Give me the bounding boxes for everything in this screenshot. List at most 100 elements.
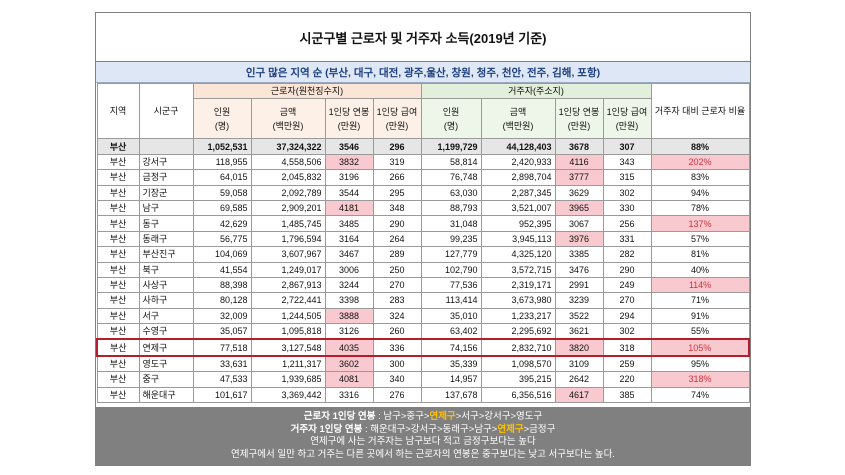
cell-home-amount: 3,572,715 <box>480 261 556 278</box>
table-row: 부산 수영구 35,057 1,095,818 3126 260 63,402 2,295,6… <box>96 323 750 340</box>
cell-district: 동래구 <box>138 230 194 248</box>
cell-home-monthly: 330 <box>602 199 652 217</box>
cell-work-annual: 3602 <box>324 355 374 373</box>
summary-line-resident: 거주자 1인당 연봉 : 해운대구>강서구>동래구>남구>연제구>금정구 <box>96 424 750 437</box>
cell-ratio: 71% <box>650 292 750 309</box>
cell-ratio: 91% <box>650 307 750 325</box>
header-ratio: 거주자 대비 근로자 비율 <box>650 82 750 140</box>
cell-home-people: 137,678 <box>420 386 482 404</box>
cell-home-annual: 2642 <box>554 371 604 388</box>
cell-district <box>138 138 194 155</box>
cell-district: 사상구 <box>138 276 194 294</box>
cell-work-monthly: 250 <box>372 261 422 278</box>
cell-home-people: 58,814 <box>420 153 482 171</box>
table-row: 부산 부산진구 104,069 3,607,967 3467 289 127,779 4,32… <box>96 246 750 263</box>
cell-work-people: 56,775 <box>192 230 252 248</box>
cell-region: 부산 <box>96 261 140 278</box>
cell-home-monthly: 343 <box>602 153 652 171</box>
cell-home-people: 35,010 <box>420 307 482 325</box>
summary-text: : 남구>중구> <box>375 411 430 422</box>
table-row: 부산 영도구 33,631 1,211,317 3602 300 35,339 1,098,5… <box>96 355 750 373</box>
cell-home-monthly: 282 <box>602 246 652 263</box>
cell-home-people: 76,748 <box>420 169 482 186</box>
cell-home-amount: 395,215 <box>480 371 556 388</box>
cell-work-monthly: 260 <box>372 323 422 340</box>
cell-work-annual: 4035 <box>324 338 374 357</box>
cell-home-people: 99,235 <box>420 230 482 248</box>
header-home-monthly: 1인당 급여 (만원) <box>602 98 652 140</box>
cell-region: 부산 <box>96 138 140 155</box>
cell-work-people: 118,955 <box>192 153 252 171</box>
cell-work-people: 104,069 <box>192 246 252 263</box>
cell-home-monthly: 290 <box>602 261 652 278</box>
header-col-line2: (만원) <box>567 120 591 131</box>
cell-work-people: 41,554 <box>192 261 252 278</box>
total-row: 부산 1,052,531 37,324,322 3546 296 1,199,7… <box>96 138 750 155</box>
header-col-line2: (명) <box>443 120 459 131</box>
cell-region: 부산 <box>96 338 140 357</box>
cell-home-annual: 3820 <box>554 338 604 357</box>
cell-district: 동구 <box>138 215 194 232</box>
cell-region: 부산 <box>96 230 140 248</box>
cell-work-annual: 3196 <box>324 169 374 186</box>
summary-line-note-1: 연제구에 사는 거주자는 남구보다 적고 금정구보다는 높다 <box>310 436 536 447</box>
cell-ratio: 40% <box>650 261 750 278</box>
cell-ratio: 57% <box>650 230 750 248</box>
cell-home-monthly: 331 <box>602 230 652 248</box>
cell-home-monthly: 259 <box>602 355 652 373</box>
cell-home-amount: 2,319,171 <box>480 276 556 294</box>
summary-label: 거주자 1인당 연봉 <box>290 423 363 435</box>
cell-work-people: 35,057 <box>192 323 252 340</box>
cell-ratio: 74% <box>650 386 750 404</box>
cell-district: 수영구 <box>138 323 194 340</box>
cell-work-amount: 1,939,685 <box>250 371 326 388</box>
cell-work-annual: 4181 <box>324 199 374 217</box>
report-subtitle: 인구 많은 지역 순 (부산, 대구, 대전, 광주,울산, 창원, 청주, 천… <box>96 62 750 83</box>
header-col-line2: (만원) <box>615 120 639 131</box>
cell-work-amount: 3,369,442 <box>250 386 326 404</box>
header-home-group: 거주자(주소지) <box>420 82 652 100</box>
header-col-line2: (만원) <box>385 120 409 131</box>
cell-work-amount: 2,092,789 <box>250 184 326 201</box>
cell-ratio: 83% <box>650 169 750 186</box>
cell-work-people: 80,128 <box>192 292 252 309</box>
summary-line-worker: 근로자 1인당 연봉 : 남구>중구>연제구>서구>강서구>영도구 <box>96 411 750 424</box>
cell-work-people: 47,533 <box>192 371 252 388</box>
header-ratio-label: 거주자 대비 근로자 비율 <box>654 106 746 117</box>
report-frame: 시군구별 근로자 및 거주자 소득(2019년 기준) 인구 많은 지역 순 (… <box>95 12 751 466</box>
cell-home-annual: 3678 <box>554 138 604 155</box>
cell-home-amount: 3,945,113 <box>480 230 556 248</box>
cell-region: 부산 <box>96 386 140 404</box>
cell-ratio: 202% <box>650 153 750 171</box>
header-work-people: 인원 (명) <box>192 98 252 140</box>
cell-work-monthly: 289 <box>372 246 422 263</box>
header-col-line1: 금액 <box>509 106 527 117</box>
cell-home-people: 1,199,729 <box>420 138 482 155</box>
report-title: 시군구별 근로자 및 거주자 소득(2019년 기준) <box>96 13 750 62</box>
header-work-annual: 1인당 연봉 (만원) <box>324 98 374 140</box>
cell-work-monthly: 266 <box>372 169 422 186</box>
cell-district: 서구 <box>138 307 194 325</box>
cell-work-annual: 3164 <box>324 230 374 248</box>
table-body: 부산 1,052,531 37,324,322 3546 296 1,199,7… <box>96 138 750 404</box>
cell-home-people: 14,957 <box>420 371 482 388</box>
cell-home-people: 35,339 <box>420 355 482 373</box>
cell-region: 부산 <box>96 292 140 309</box>
cell-district: 중구 <box>138 371 194 388</box>
cell-home-people: 102,790 <box>420 261 482 278</box>
cell-work-monthly: 296 <box>372 138 422 155</box>
cell-work-annual: 3546 <box>324 138 374 155</box>
cell-home-amount: 2,832,710 <box>480 338 556 357</box>
cell-home-amount: 1,098,570 <box>480 355 556 373</box>
cell-home-monthly: 220 <box>602 371 652 388</box>
cell-ratio: 81% <box>650 246 750 263</box>
cell-ratio: 94% <box>650 184 750 201</box>
cell-ratio: 114% <box>650 276 750 294</box>
table-row: 부산 동래구 56,775 1,796,594 3164 264 99,235 3,945,1… <box>96 230 750 248</box>
cell-work-monthly: 276 <box>372 386 422 404</box>
cell-home-people: 63,030 <box>420 184 482 201</box>
cell-work-amount: 3,127,548 <box>250 338 326 357</box>
cell-region: 부산 <box>96 215 140 232</box>
cell-home-annual: 3965 <box>554 199 604 217</box>
cell-region: 부산 <box>96 184 140 201</box>
